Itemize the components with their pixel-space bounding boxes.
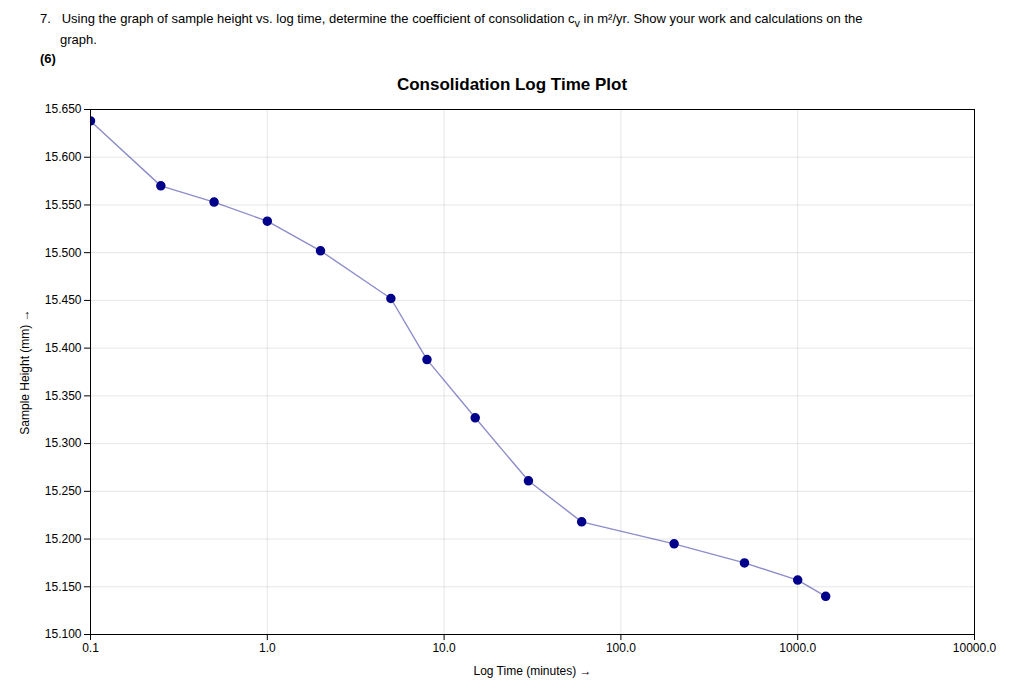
svg-text:15.650: 15.650	[45, 102, 82, 116]
svg-text:10000.0: 10000.0	[953, 641, 997, 655]
html-text:graph.: graph.	[60, 32, 97, 48]
svg-text:15.150: 15.150	[45, 580, 82, 594]
svg-text:15.300: 15.300	[45, 436, 82, 450]
svg-text:1.0: 1.0	[259, 641, 276, 655]
svg-text:15.550: 15.550	[45, 198, 82, 212]
svg-text:15.450: 15.450	[45, 293, 82, 307]
svg-text:15.100: 15.100	[45, 627, 82, 641]
svg-text:15.250: 15.250	[45, 484, 82, 498]
html-text:7. Using the graph of sample h: 7. Using the graph of sample height vs. …	[40, 11, 863, 29]
svg-text:15.200: 15.200	[45, 532, 82, 546]
svg-text:0.1: 0.1	[82, 641, 99, 655]
svg-text:1000.0: 1000.0	[779, 641, 816, 655]
svg-text:15.400: 15.400	[45, 341, 82, 355]
html-text:Consolidation Log Time Plot: Consolidation Log Time Plot	[396, 75, 628, 94]
svg-text:10.0: 10.0	[432, 641, 456, 655]
svg-text:100.0: 100.0	[606, 641, 636, 655]
html-text:(6): (6)	[40, 51, 56, 67]
svg-text:Log Time (minutes) →: Log Time (minutes) →	[473, 663, 591, 677]
svg-text:Sample Height (mm) →: Sample Height (mm) →	[18, 309, 32, 434]
svg-text:15.500: 15.500	[45, 245, 82, 259]
svg-text:15.350: 15.350	[45, 389, 82, 403]
svg-text:15.600: 15.600	[45, 150, 82, 164]
